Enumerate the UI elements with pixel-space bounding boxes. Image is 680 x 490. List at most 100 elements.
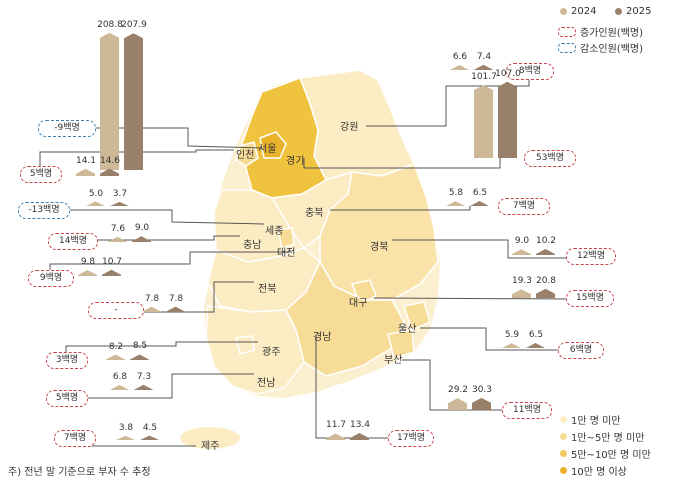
change-badge: 5백명 bbox=[46, 390, 88, 407]
bar-2024-10 bbox=[142, 306, 161, 312]
value-label-2025: 207.9 bbox=[121, 20, 147, 31]
region-name: 전북 bbox=[258, 284, 277, 295]
change-badge: 6백명 bbox=[558, 342, 604, 359]
change-badge: 7백명 bbox=[498, 198, 550, 215]
value-label-2024: 101.7 bbox=[471, 71, 497, 82]
value-label-2024: 5.9 bbox=[504, 330, 520, 341]
bar-2025-2 bbox=[498, 81, 517, 158]
value-label-2025: 10.2 bbox=[535, 235, 557, 246]
legend-scale-3: 5만~10만 명 미만 bbox=[560, 446, 651, 461]
bar-2024-2 bbox=[474, 84, 493, 158]
bar-2025-7 bbox=[102, 269, 121, 276]
leader-line-3 bbox=[39, 149, 234, 166]
legend-scale-4-label: 10만 명 이상 bbox=[571, 467, 627, 478]
bar-2025-12 bbox=[130, 354, 149, 360]
region-name: 충남 bbox=[243, 240, 262, 251]
legend-2025-label: 2025 bbox=[626, 6, 652, 17]
change-badge: 8백명 bbox=[506, 63, 554, 80]
legend-increase: 증가인원(백명) bbox=[558, 24, 643, 39]
bar-2025-5 bbox=[470, 201, 489, 206]
leader-line-2 bbox=[303, 158, 501, 169]
value-label-2025: 9.0 bbox=[134, 223, 150, 234]
value-label-2024: 19.3 bbox=[511, 276, 533, 287]
leader-line-10 bbox=[115, 281, 254, 313]
value-label-2025: 8.5 bbox=[132, 341, 148, 352]
legend-decrease-swatch bbox=[558, 42, 576, 53]
value-label-2025: 10.7 bbox=[101, 256, 123, 267]
value-label-2025: 6.5 bbox=[528, 330, 544, 341]
region-shape-gwangju bbox=[235, 335, 255, 355]
legend-scale-2-swatch bbox=[560, 433, 567, 440]
leader-line-15 bbox=[315, 336, 410, 439]
value-label-2025: 7.8 bbox=[168, 293, 184, 304]
bar-2024-16 bbox=[116, 435, 135, 440]
bar-2024-9 bbox=[512, 289, 531, 298]
bar-2025-14 bbox=[134, 384, 153, 390]
footnote: 주) 전년 말 기준으로 부자 수 추정 bbox=[8, 467, 151, 478]
legend-2024-label: 2024 bbox=[571, 6, 597, 17]
legend-scale-4-swatch bbox=[560, 467, 567, 474]
legend-scale-1-label: 1만 명 미만 bbox=[571, 416, 621, 427]
legend-decrease: 감소인원(백명) bbox=[558, 40, 643, 55]
region-shape-seoul bbox=[259, 131, 287, 159]
bar-2025-0 bbox=[124, 33, 143, 171]
region-name: 제주 bbox=[201, 441, 220, 452]
leader-line-1 bbox=[366, 78, 530, 127]
value-label-2025: 30.3 bbox=[471, 384, 493, 395]
region-shape-daejeon bbox=[277, 227, 295, 249]
value-label-2024: 6.6 bbox=[452, 52, 468, 63]
value-label-2025: 3.7 bbox=[112, 188, 128, 199]
legend-2025: 2025 bbox=[615, 6, 651, 17]
value-label-2025: 6.5 bbox=[472, 188, 488, 199]
bar-2024-5 bbox=[446, 201, 465, 206]
value-label-2024: 5.8 bbox=[448, 188, 464, 199]
value-label-2025: 107.0 bbox=[495, 68, 521, 79]
value-label-2024: 14.1 bbox=[75, 155, 97, 166]
legend-increase-swatch bbox=[558, 26, 576, 37]
bar-2024-6 bbox=[108, 236, 127, 242]
region-name: 대전 bbox=[277, 248, 296, 259]
change-badge: 5백명 bbox=[20, 166, 62, 183]
leader-line-11 bbox=[420, 327, 580, 351]
region-name: 전남 bbox=[257, 378, 276, 389]
legend-scale-1-swatch bbox=[560, 416, 567, 423]
value-label-2025: 7.3 bbox=[136, 371, 152, 382]
change-badge: 11백명 bbox=[502, 402, 552, 419]
bar-2025-13 bbox=[472, 397, 491, 410]
bar-2024-14 bbox=[110, 384, 129, 390]
bar-2024-8 bbox=[512, 249, 531, 255]
region-name: 세종 bbox=[265, 226, 284, 237]
change-badge: 53백명 bbox=[524, 150, 576, 167]
bar-2025-11 bbox=[526, 343, 545, 348]
region-name: 충북 bbox=[305, 208, 324, 219]
change-badge: -13백명 bbox=[18, 202, 70, 219]
change-badge: 7백명 bbox=[54, 430, 96, 447]
bar-2025-4 bbox=[110, 201, 129, 206]
bar-2025-1 bbox=[474, 64, 493, 70]
bar-2024-1 bbox=[450, 65, 469, 70]
region-name: 인천 bbox=[236, 150, 255, 161]
bar-2024-3 bbox=[76, 168, 95, 176]
change-badge: - bbox=[88, 302, 144, 319]
leader-line-5 bbox=[330, 206, 471, 211]
value-label-2024: 6.8 bbox=[112, 371, 128, 382]
region-shape-ulsan bbox=[403, 301, 431, 332]
legend-scale-1: 1만 명 미만 bbox=[560, 412, 621, 427]
bar-2024-15 bbox=[326, 433, 345, 440]
value-label-2025: 4.5 bbox=[142, 422, 158, 433]
legend-scale-4: 10만 명 이상 bbox=[560, 463, 627, 478]
region-name: 광주 bbox=[262, 347, 281, 358]
region-name: 경북 bbox=[370, 242, 389, 253]
change-badge: -9백명 bbox=[38, 120, 96, 137]
region-name: 강원 bbox=[340, 122, 359, 133]
change-badge: 9백명 bbox=[28, 270, 74, 287]
value-label-2024: 29.2 bbox=[447, 385, 469, 396]
bar-2024-7 bbox=[78, 270, 97, 276]
value-label-2025: 7.4 bbox=[476, 51, 492, 62]
bar-2025-8 bbox=[536, 248, 555, 255]
value-label-2025: 14.6 bbox=[99, 155, 121, 166]
legend-increase-label: 증가인원(백명) bbox=[580, 28, 644, 39]
value-label-2024: 8.2 bbox=[108, 341, 124, 352]
legend-scale-2-label: 1만~5만 명 미만 bbox=[571, 433, 645, 444]
